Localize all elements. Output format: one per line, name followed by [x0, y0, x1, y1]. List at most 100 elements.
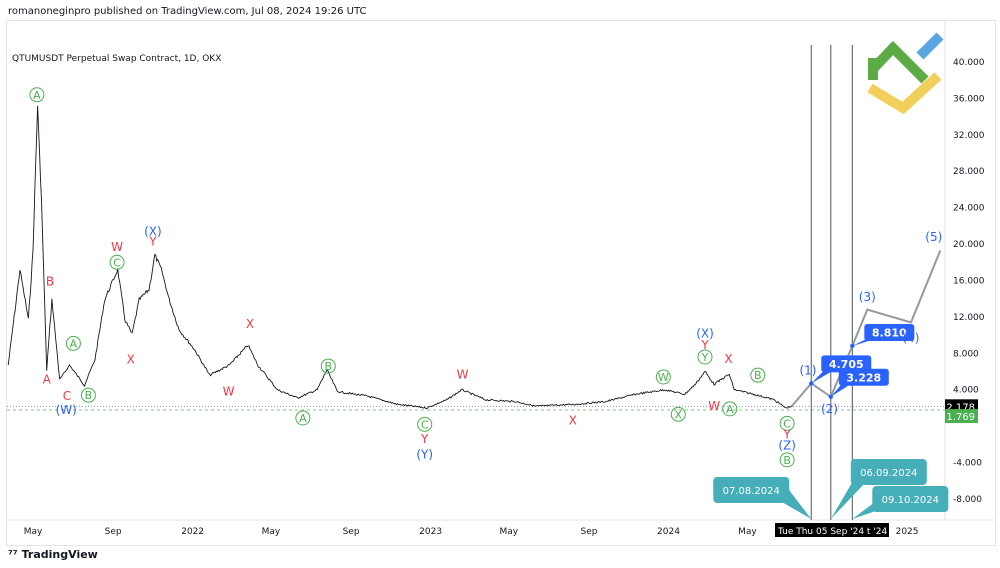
wave-label: X — [724, 352, 732, 366]
x-tick-label: 2025 — [896, 527, 919, 537]
wave-label: (2) — [821, 402, 838, 416]
wave-label: W — [658, 371, 669, 384]
y-tick-label: 36.000 — [953, 94, 985, 104]
wave-label-circle — [80, 387, 96, 403]
wave-label: (5) — [925, 230, 942, 244]
x-tick-label: Sep — [581, 527, 598, 537]
date-callout-box — [713, 477, 790, 503]
wave-label: C — [421, 418, 429, 431]
price-label-text: 8.810 — [872, 326, 907, 339]
wave-label: (X) — [144, 224, 162, 238]
wave-label: B — [754, 369, 762, 382]
wave-label: X — [246, 317, 254, 331]
x-tick-label: 2022 — [181, 527, 204, 537]
wave-label: (3) — [859, 290, 876, 304]
wave-label-circle — [779, 452, 795, 468]
wave-label: Y — [148, 234, 157, 248]
crosshair-time-text: Tue Thu 05 Sep '24 t '24 — [777, 527, 888, 537]
x-tick-label: May — [262, 527, 281, 537]
price-label-box — [838, 368, 889, 386]
price-label-box — [821, 355, 872, 373]
chart-frame — [6, 20, 996, 546]
wave-label: W — [457, 367, 469, 381]
y-tick-label: 16.000 — [953, 276, 985, 286]
y-tick-label: 20.000 — [953, 240, 985, 250]
symbol-title: QTUMUSDT Perpetual Swap Contract, 1D, OK… — [12, 54, 222, 64]
price-series-line — [7, 105, 792, 409]
y-tick-label: 12.000 — [953, 313, 985, 323]
price-point-dot — [850, 343, 855, 349]
wave-label: X — [675, 408, 683, 421]
wave-label-circle — [697, 349, 713, 365]
wave-label: (Z) — [778, 438, 796, 452]
price-label-text: 4.705 — [829, 358, 864, 371]
x-tick-label: 2024 — [657, 527, 680, 537]
wave-label: X — [127, 353, 135, 367]
wave-label: Y — [782, 427, 791, 441]
wave-label: (Y) — [416, 447, 433, 461]
wave-label: Y — [701, 351, 709, 364]
wave-label: A — [726, 403, 734, 416]
y-tick-label: 32.000 — [953, 131, 985, 141]
wave-label-circle — [295, 410, 311, 426]
current-price-badge-text: 2.178 — [946, 402, 975, 413]
y-tick-label: 8.000 — [953, 349, 979, 359]
tradingview-logo-icon: ⁷⁷ — [8, 548, 18, 561]
x-tick-label: Sep — [343, 527, 360, 537]
wave-label-circle — [417, 416, 433, 432]
wave-label-circle — [670, 406, 686, 422]
wave-label: W — [223, 385, 235, 399]
y-tick-label: 28.000 — [953, 167, 985, 177]
footer-brand: TradingView — [21, 548, 98, 561]
wave-label-circle — [29, 87, 45, 103]
wave-label: (W) — [56, 403, 77, 417]
y-tick-label: -8.000 — [953, 495, 982, 505]
x-tick-label: May — [500, 527, 519, 537]
wave-label: Y — [700, 338, 709, 352]
wave-label: C — [63, 389, 71, 403]
wave-label: B — [85, 389, 93, 402]
wave-label: A — [299, 412, 307, 425]
wave-label: (1) — [799, 364, 816, 378]
wave-label: Y — [420, 432, 429, 446]
wave-label-circle — [779, 415, 795, 431]
x-tick-label: 2023 — [419, 527, 442, 537]
wave-label: A — [70, 337, 78, 350]
x-tick-label: May — [24, 527, 43, 537]
secondary-price-badge-text: 1.769 — [946, 412, 975, 423]
wave-label: A — [33, 89, 41, 102]
wave-label: W — [111, 240, 123, 254]
wave-label: B — [46, 274, 54, 288]
wave-label: B — [324, 360, 332, 373]
y-tick-label: 40.000 — [953, 58, 985, 68]
wave-label: X — [569, 414, 577, 428]
y-tick-label: 24.000 — [953, 204, 985, 214]
date-callout-text: 09.10.2024 — [882, 495, 939, 506]
wave-label: B — [783, 454, 791, 467]
crosshair-time-badge — [775, 523, 889, 537]
wave-label-circle — [750, 367, 766, 383]
date-callout-text: 07.08.2024 — [723, 486, 780, 497]
wave-label: C — [783, 417, 791, 430]
date-callout-text: 06.09.2024 — [860, 468, 917, 479]
x-tick-label: May — [738, 527, 757, 537]
date-callout-box — [850, 459, 927, 485]
price-label-pointer — [811, 369, 836, 384]
wave-label-circle — [320, 358, 336, 374]
price-label-box — [864, 323, 915, 341]
wave-label: (4) — [902, 331, 919, 345]
date-callout-box — [872, 486, 949, 512]
x-tick-label: Sep — [105, 527, 122, 537]
wave-label-circle — [722, 401, 738, 417]
secondary-price-badge — [945, 409, 978, 424]
wave-label: A — [43, 373, 52, 387]
publisher-line: romanoneginpro published on TradingView.… — [8, 6, 367, 17]
y-tick-label: 4.000 — [953, 386, 979, 396]
wave-label: (X) — [696, 326, 714, 340]
footer: ⁷⁷ TradingView — [8, 548, 98, 561]
price-label-pointer — [830, 382, 853, 397]
wave-label-circle — [109, 254, 125, 270]
wave-label-circle — [65, 335, 81, 351]
wave-label: W — [708, 399, 720, 413]
